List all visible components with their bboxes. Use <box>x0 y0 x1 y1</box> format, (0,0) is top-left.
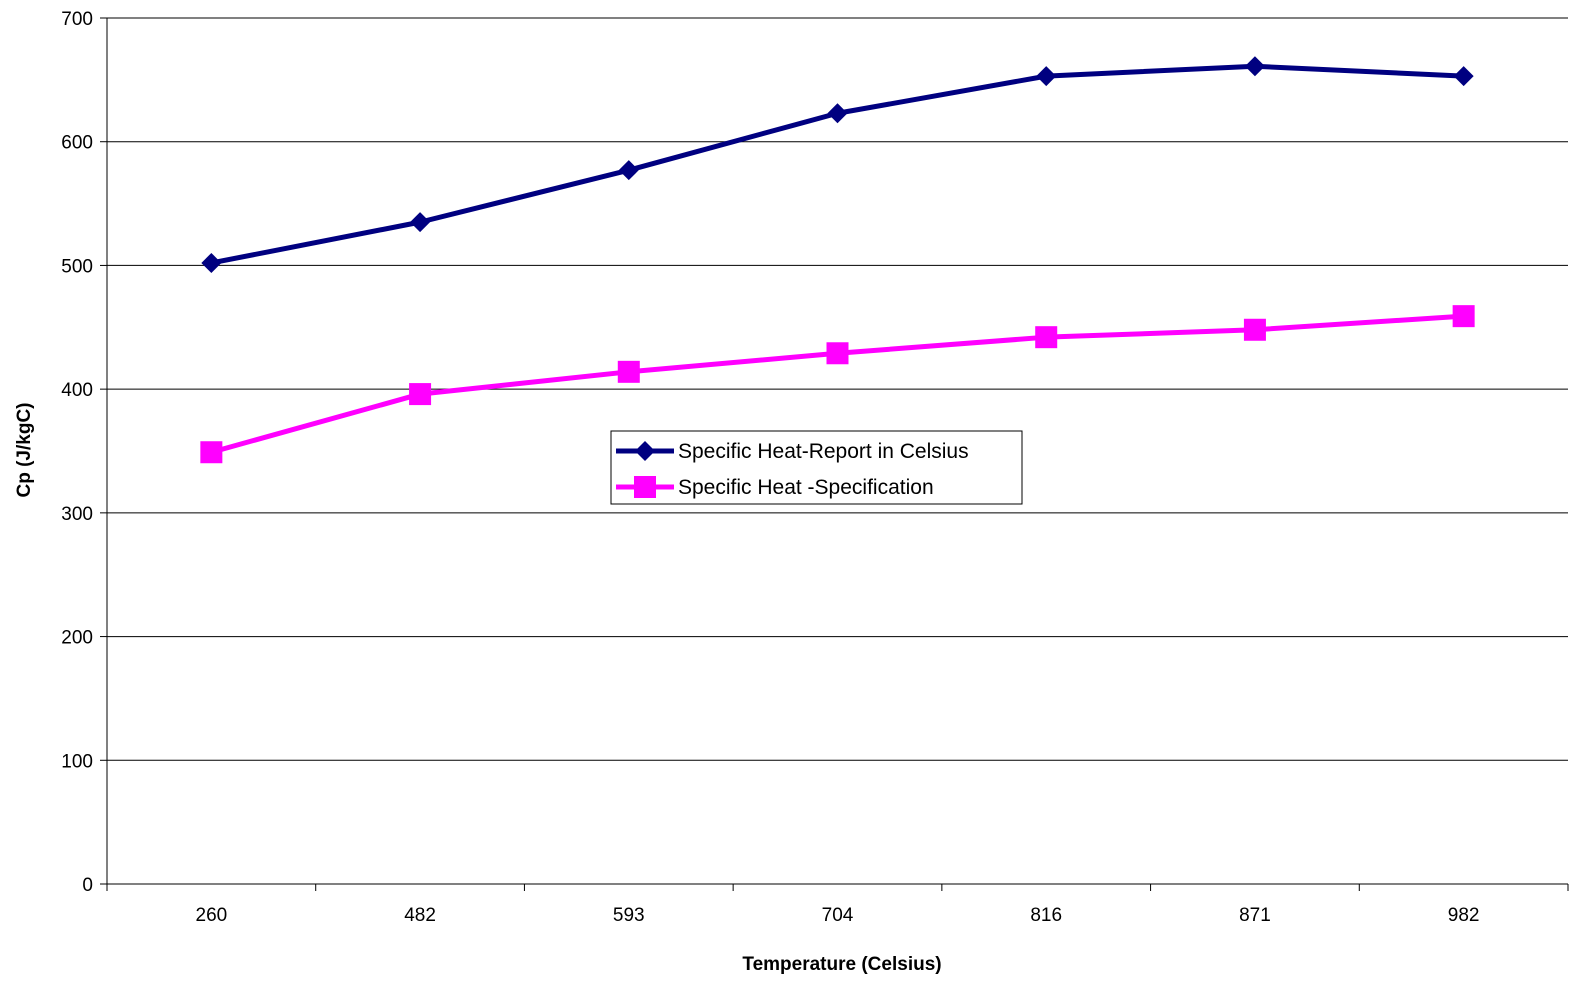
data-point-diamond <box>410 212 431 233</box>
y-axis-title: Cp (J/kgC) <box>14 403 35 498</box>
x-axis-ticks: 260 482 593 704 816 871 982 <box>106 884 1569 926</box>
series-layer <box>200 56 1475 464</box>
y-tick-label: 600 <box>61 133 93 154</box>
x-tick-label: 816 <box>1030 905 1062 926</box>
data-point-diamond <box>1244 56 1265 77</box>
y-tick-label: 700 <box>61 9 93 30</box>
legend-diamond-marker <box>635 441 655 461</box>
y-tick-label: 0 <box>82 875 93 896</box>
legend-label: Specific Heat-Report in Celsius <box>678 440 969 463</box>
data-point-square <box>826 342 849 365</box>
y-tick-label: 500 <box>61 256 93 277</box>
legend: Specific Heat-Report in Celsius Specific … <box>610 430 1023 505</box>
x-tick-label: 871 <box>1239 905 1271 926</box>
legend-entry: Specific Heat-Report in Celsius <box>616 440 969 463</box>
data-point-square <box>1243 318 1266 341</box>
x-tick-label: 482 <box>404 905 436 926</box>
data-point-diamond <box>827 103 848 124</box>
data-point-diamond <box>201 252 222 273</box>
legend-square-marker <box>634 476 656 498</box>
y-tick-label: 200 <box>61 628 93 649</box>
data-point-square <box>1035 326 1058 349</box>
axes <box>106 18 1568 885</box>
x-tick-label: 704 <box>822 905 854 926</box>
data-point-square <box>617 360 640 383</box>
data-point-diamond <box>618 160 639 181</box>
x-tick-label: 982 <box>1448 905 1480 926</box>
series-1 <box>201 56 1474 273</box>
y-axis-ticks: 0 100 200 300 400 500 600 700 <box>61 9 107 896</box>
legend-label: Specific Heat -Specification <box>678 476 934 499</box>
y-tick-label: 100 <box>61 751 93 772</box>
y-tick-label: 300 <box>61 504 93 525</box>
data-point-square <box>1452 305 1475 328</box>
series-2 <box>200 305 1475 464</box>
x-tick-label: 593 <box>613 905 645 926</box>
data-point-diamond <box>1036 66 1057 87</box>
x-axis-title: Temperature (Celsius) <box>742 954 941 975</box>
x-tick-label: 260 <box>196 905 228 926</box>
y-tick-label: 400 <box>61 380 93 401</box>
legend-entry: Specific Heat -Specification <box>616 476 934 499</box>
data-point-diamond <box>1453 66 1474 87</box>
data-point-square <box>200 441 223 464</box>
data-point-square <box>409 383 432 406</box>
gridlines <box>107 17 1568 761</box>
legend-box <box>610 430 1023 505</box>
